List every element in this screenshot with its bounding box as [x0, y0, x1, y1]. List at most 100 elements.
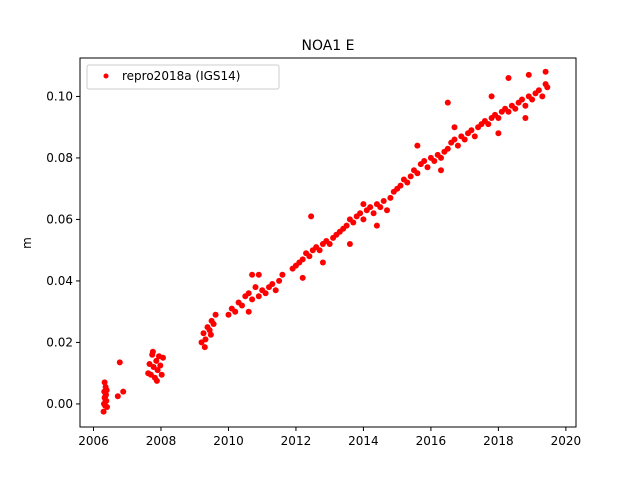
- x-tick-label: 2014: [348, 434, 379, 448]
- data-point: [346, 241, 353, 247]
- data-point: [245, 290, 252, 297]
- data-point: [380, 198, 387, 204]
- x-tick-label: 2012: [281, 434, 312, 448]
- data-point: [101, 379, 108, 386]
- data-point: [468, 127, 475, 134]
- y-axis-ticks: 0.00 0.02 0.04 0.06 0.08 0.10: [46, 89, 80, 411]
- data-point: [249, 271, 256, 278]
- data-point: [103, 387, 110, 394]
- data-point: [153, 357, 160, 364]
- data-point: [104, 404, 110, 410]
- data-point: [444, 99, 451, 106]
- y-tick-label: 0.10: [46, 89, 73, 103]
- data-point: [438, 167, 444, 174]
- data-point: [249, 296, 256, 303]
- data-point: [160, 354, 166, 361]
- y-tick-label: 0.00: [46, 397, 73, 411]
- legend-box: [86, 64, 280, 90]
- data-point: [495, 115, 502, 121]
- x-tick-label: 2006: [78, 434, 109, 448]
- data-point: [158, 371, 165, 378]
- data-point: [397, 182, 404, 189]
- legend-entry-label: repro2018a (IGS14): [122, 69, 240, 83]
- data-point: [100, 408, 107, 415]
- data-point: [225, 311, 232, 318]
- data-point: [404, 179, 411, 186]
- data-point: [488, 93, 495, 100]
- scatter-points: [100, 68, 551, 415]
- data-point: [255, 293, 262, 300]
- data-point: [367, 204, 374, 211]
- data-point: [206, 327, 213, 334]
- data-point: [272, 287, 279, 294]
- data-point: [535, 87, 542, 94]
- data-point: [239, 302, 245, 309]
- data-point: [299, 256, 306, 263]
- data-point: [210, 321, 217, 327]
- data-point: [308, 213, 315, 220]
- data-point: [471, 133, 478, 140]
- data-point: [373, 222, 380, 229]
- data-point: [542, 68, 549, 75]
- data-point: [438, 154, 444, 161]
- data-point: [326, 241, 333, 247]
- legend-marker: [103, 73, 109, 79]
- data-point: [350, 219, 357, 226]
- data-point: [255, 271, 262, 278]
- data-point: [444, 145, 451, 152]
- data-point: [262, 290, 269, 297]
- data-point: [384, 207, 390, 214]
- data-point: [522, 115, 529, 121]
- data-point: [103, 391, 109, 398]
- data-point: [146, 361, 153, 367]
- data-point: [153, 377, 160, 384]
- x-tick-label: 2008: [146, 434, 177, 448]
- chart-title: NOA1 E: [301, 38, 354, 54]
- plot-area-frame: [79, 57, 577, 428]
- data-point: [377, 204, 384, 211]
- data-point: [522, 102, 529, 109]
- data-point: [424, 164, 431, 171]
- data-point: [120, 388, 127, 395]
- data-point: [114, 393, 121, 400]
- data-point: [387, 194, 394, 201]
- data-point: [154, 367, 161, 374]
- data-point: [357, 210, 364, 217]
- data-point: [276, 277, 283, 284]
- data-point: [431, 158, 438, 164]
- y-tick-label: 0.08: [46, 151, 73, 165]
- data-point: [245, 308, 252, 315]
- data-point: [512, 105, 519, 112]
- data-point: [232, 308, 239, 315]
- data-point: [454, 142, 461, 149]
- data-point: [421, 158, 428, 164]
- x-axis-ticks: 2006 2008 2010 2012 2014 2016 2018 2020: [78, 427, 581, 448]
- data-point: [360, 201, 367, 208]
- data-point: [102, 397, 109, 404]
- data-point: [252, 284, 259, 291]
- data-point: [525, 71, 532, 78]
- data-point: [306, 253, 313, 260]
- data-point: [505, 108, 512, 115]
- data-point: [495, 130, 502, 137]
- x-tick-label: 2010: [213, 434, 244, 448]
- data-point: [407, 173, 414, 180]
- data-point: [451, 136, 458, 143]
- x-tick-label: 2020: [551, 434, 582, 448]
- data-point: [343, 222, 350, 229]
- data-point: [414, 170, 421, 177]
- data-point: [316, 247, 323, 254]
- data-point: [116, 359, 123, 366]
- data-point: [149, 348, 156, 355]
- data-point: [212, 311, 219, 318]
- data-point: [529, 96, 536, 103]
- y-tick-label: 0.06: [46, 212, 73, 226]
- data-point: [451, 124, 458, 131]
- data-point: [485, 121, 492, 128]
- y-tick-label: 0.04: [46, 274, 73, 288]
- data-point: [539, 93, 546, 100]
- legend: repro2018a (IGS14): [86, 64, 280, 90]
- data-point: [157, 362, 164, 369]
- data-point: [200, 330, 207, 337]
